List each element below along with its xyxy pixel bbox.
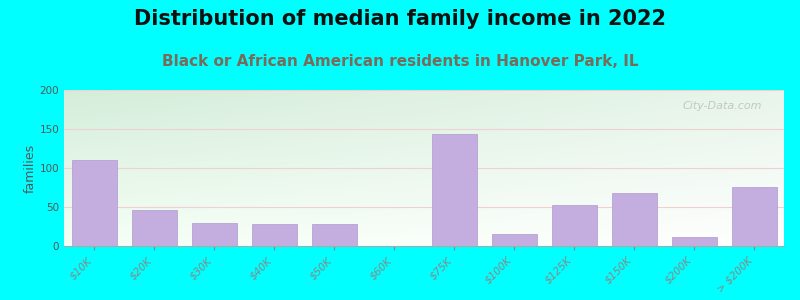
Bar <box>71 160 117 246</box>
Bar <box>611 193 657 246</box>
Bar <box>191 223 237 246</box>
Y-axis label: families: families <box>24 143 37 193</box>
Text: Distribution of median family income in 2022: Distribution of median family income in … <box>134 9 666 29</box>
Bar <box>251 224 297 246</box>
Bar <box>491 234 537 246</box>
Bar <box>311 224 357 246</box>
Text: Black or African American residents in Hanover Park, IL: Black or African American residents in H… <box>162 54 638 69</box>
Bar <box>551 205 597 246</box>
Bar <box>131 210 177 246</box>
Text: City-Data.com: City-Data.com <box>683 101 762 111</box>
Bar <box>731 187 777 246</box>
Bar <box>431 134 477 246</box>
Bar <box>671 237 717 246</box>
